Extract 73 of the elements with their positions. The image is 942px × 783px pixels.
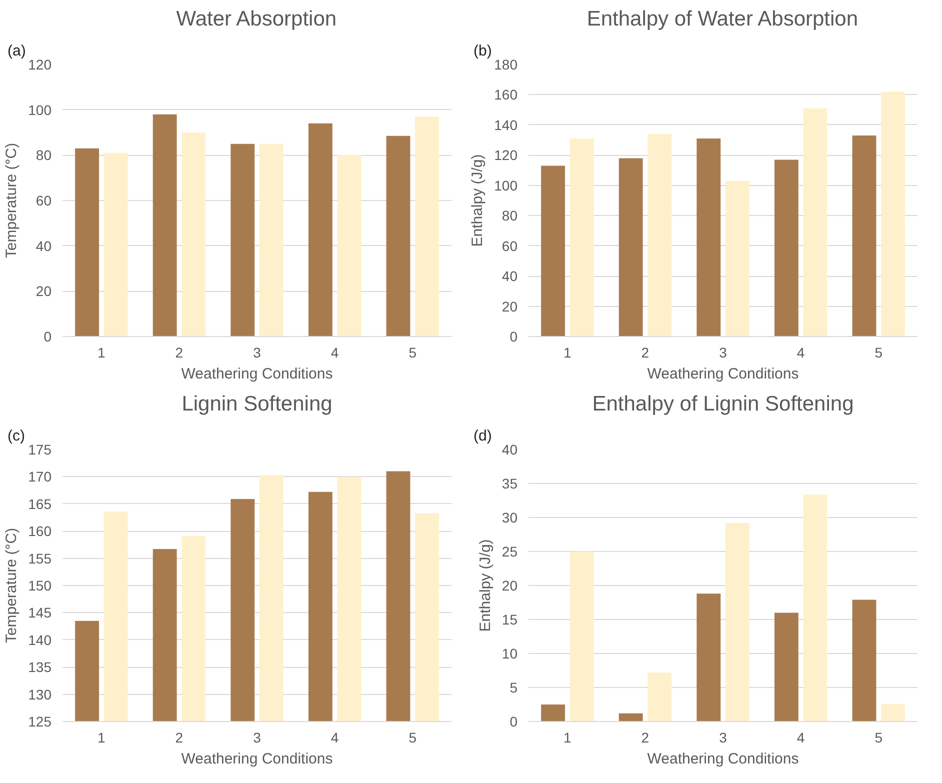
x-tick-label: 4	[796, 344, 805, 360]
x-axis-title: Weathering Conditions	[181, 750, 333, 768]
x-tick-label: 5	[408, 730, 417, 746]
y-tick-label: 60	[36, 192, 52, 208]
y-tick-label: 0	[44, 328, 52, 344]
x-tick-label: 2	[641, 730, 650, 746]
x-axis-title: Weathering Conditions	[647, 750, 799, 768]
chart-title: Enthalpy of Lignin Softening	[592, 392, 854, 416]
y-axis-title: Temperature (°C)	[3, 528, 20, 644]
x-tick-label: 1	[98, 730, 106, 746]
y-tick-label: 155	[28, 550, 52, 566]
y-tick-label: 160	[28, 523, 52, 540]
text: (a)	[8, 42, 26, 60]
chart-title: Water Absorption	[176, 8, 337, 30]
x-tick-label: 2	[175, 730, 184, 746]
y-axis-title: Temperature (°C)	[3, 142, 20, 258]
x-tick-label: 4	[330, 730, 339, 746]
y-tick-label: 175	[28, 442, 52, 458]
y-tick-label: 20	[36, 283, 52, 300]
y-tick-label: 170	[28, 468, 52, 485]
y-tick-label: 180	[494, 56, 518, 72]
y-tick-label: 25	[502, 544, 518, 560]
y-tick-label: 120	[494, 147, 518, 164]
y-tick-label: 15	[502, 612, 518, 628]
x-tick-label: 5	[408, 344, 417, 360]
y-tick-label: 35	[502, 476, 518, 492]
x-tick-label: 1	[564, 344, 572, 360]
y-tick-label: 30	[502, 510, 518, 526]
x-tick-label: 2	[641, 344, 650, 360]
y-tick-label: 80	[36, 147, 52, 164]
y-tick-label: 0	[510, 714, 518, 730]
y-tick-label: 20	[502, 298, 518, 314]
x-tick-label: 4	[330, 344, 339, 360]
x-tick-label: 3	[719, 730, 728, 746]
x-axis-title: Weathering Conditions	[647, 366, 799, 382]
y-tick-label: 140	[28, 632, 52, 648]
x-tick-label: 1	[98, 344, 106, 360]
y-axis-title: Enthalpy (J/g)	[476, 539, 494, 632]
y-tick-label: 40	[36, 238, 52, 254]
text: (c)	[8, 428, 25, 444]
y-tick-label: 10	[502, 646, 518, 662]
y-tick-label: 130	[28, 686, 52, 702]
x-tick-label: 3	[253, 730, 262, 746]
y-tick-label: 135	[28, 659, 52, 676]
x-tick-label: 4	[796, 730, 805, 746]
y-axis-title: Enthalpy (J/g)	[469, 154, 486, 247]
y-tick-label: 145	[28, 604, 52, 621]
y-tick-label: 5	[510, 680, 518, 696]
y-tick-label: 100	[28, 102, 52, 118]
y-tick-label: 160	[494, 86, 518, 103]
y-tick-label: 60	[502, 238, 518, 254]
chart-title: Enthalpy of Water Absorption	[586, 8, 858, 30]
y-tick-label: 125	[28, 714, 52, 730]
y-tick-label: 40	[502, 442, 518, 458]
x-tick-label: 1	[564, 730, 572, 746]
x-tick-label: 3	[719, 344, 728, 360]
x-tick-label: 2	[175, 344, 184, 360]
y-tick-label: 165	[28, 496, 52, 512]
y-tick-label: 80	[502, 208, 518, 224]
y-tick-label: 0	[510, 328, 518, 344]
y-tick-label: 100	[494, 177, 518, 194]
chart-title: Lignin Softening	[182, 392, 332, 416]
text: (b)	[474, 42, 492, 60]
y-tick-label: 140	[494, 116, 518, 133]
y-tick-label: 120	[28, 56, 52, 72]
y-tick-label: 20	[502, 578, 518, 594]
text: (d)	[474, 428, 492, 444]
y-tick-label: 150	[28, 578, 52, 594]
x-tick-label: 5	[874, 344, 883, 360]
x-axis-title: Weathering Conditions	[181, 366, 333, 382]
x-tick-label: 5	[874, 730, 883, 746]
y-tick-label: 40	[502, 268, 518, 284]
x-tick-label: 3	[253, 344, 262, 360]
